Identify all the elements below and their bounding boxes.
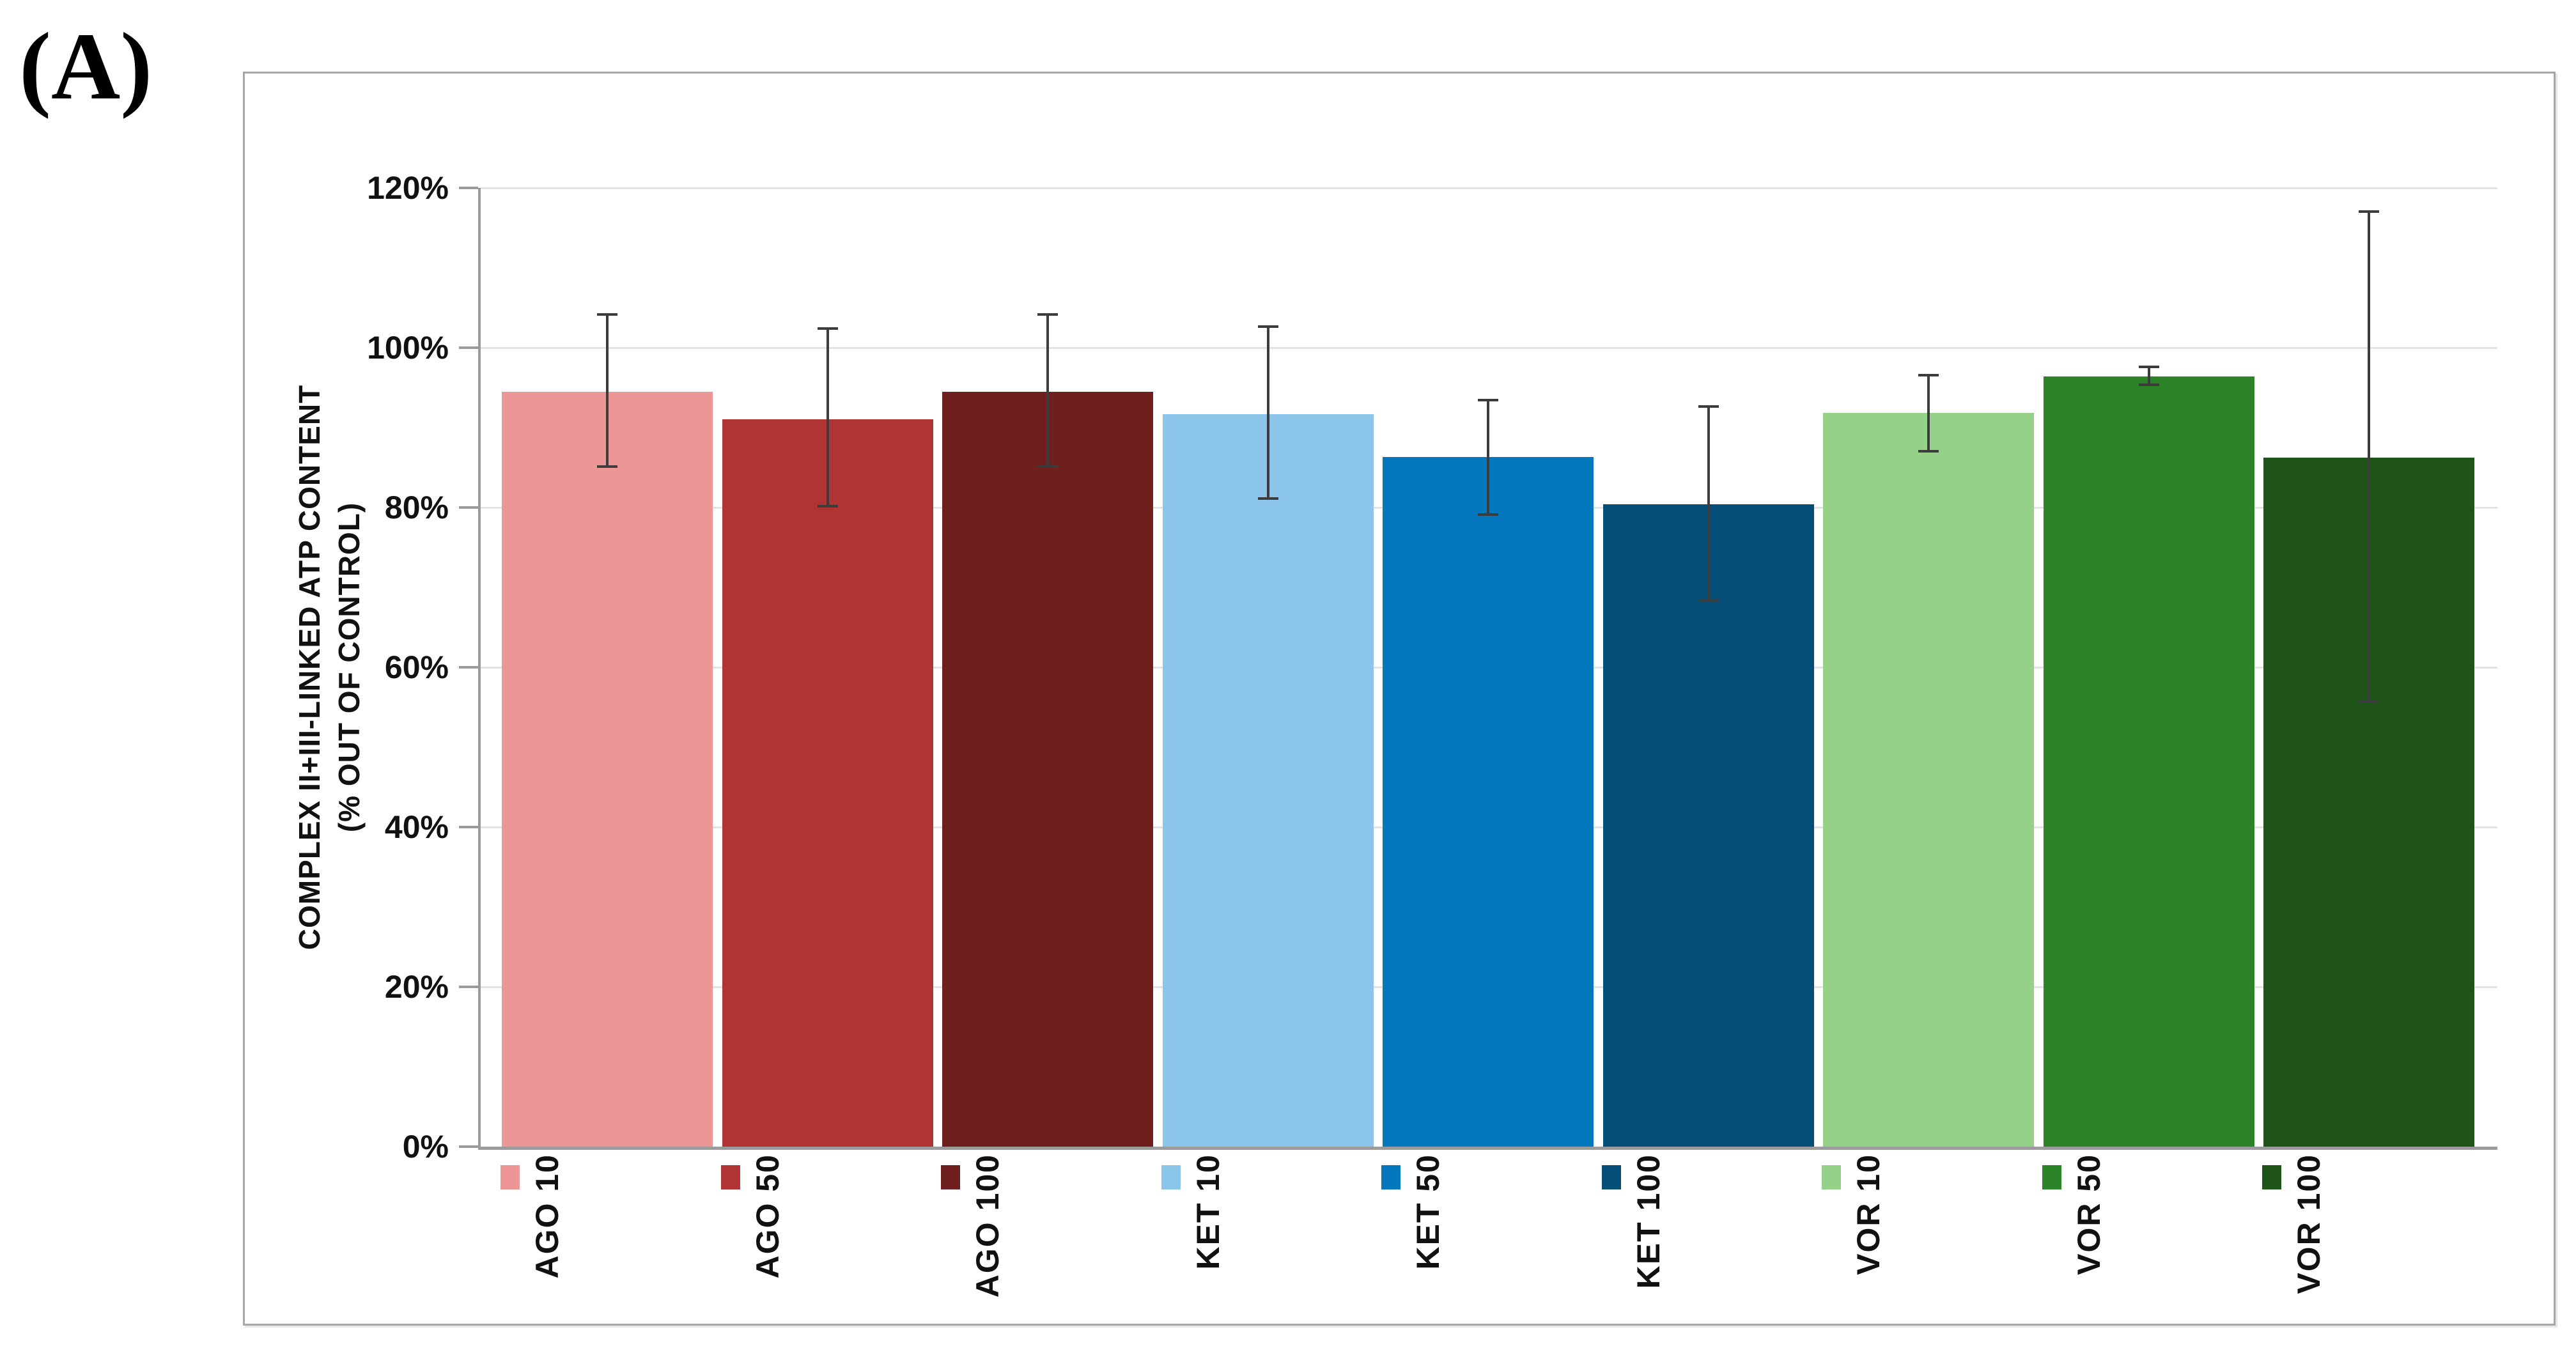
y-axis-tick	[459, 346, 478, 349]
error-cap-bottom-ket-100	[1698, 600, 1719, 602]
error-cap-top-ago-100	[1037, 313, 1058, 316]
error-cap-top-vor-100	[2359, 210, 2379, 213]
legend-swatch-ket-100	[1602, 1165, 1621, 1189]
y-axis-tick	[459, 826, 478, 828]
error-cap-top-ago-50	[818, 327, 838, 330]
error-bar-vor-100	[2368, 210, 2370, 703]
x-label-text-vor-100: VOR 100	[2291, 1154, 2327, 1294]
error-cap-top-ket-10	[1258, 325, 1278, 328]
error-cap-bottom-ket-10	[1258, 497, 1278, 500]
error-cap-bottom-vor-50	[2139, 383, 2159, 386]
bar-vor-10	[1823, 413, 2034, 1147]
x-label-item-ago-50: AGO 50	[720, 1150, 931, 1355]
y-axis-tick	[459, 986, 478, 988]
x-label-item-ket-10: KET 10	[1160, 1150, 1371, 1355]
chart-frame: COMPLEX II+III-LINKED ATP CONTENT (% OUT…	[243, 72, 2556, 1326]
legend-swatch-ago-50	[721, 1165, 740, 1189]
error-cap-bottom-vor-10	[1918, 450, 1939, 453]
y-axis-tick	[459, 666, 478, 669]
x-label-text-ket-100: KET 100	[1631, 1154, 1666, 1289]
error-bar-ket-10	[1267, 325, 1269, 500]
legend-swatch-ago-100	[941, 1165, 960, 1189]
x-label-text-vor-50: VOR 50	[2071, 1154, 2107, 1275]
error-bar-vor-50	[2148, 366, 2150, 386]
x-label-item-ket-50: KET 50	[1380, 1150, 1591, 1355]
legend-swatch-vor-50	[2042, 1165, 2061, 1189]
error-cap-bottom-ago-100	[1037, 465, 1058, 468]
bar-ket-100	[1603, 504, 1814, 1147]
error-bar-ago-10	[606, 313, 609, 468]
legend-swatch-vor-100	[2262, 1165, 2281, 1189]
x-axis-labels: AGO 10 AGO 50 AGO 100 KET 10 KET 50 KET 100 VO…	[478, 1150, 2495, 1355]
error-cap-top-vor-50	[2139, 366, 2159, 368]
y-axis-tick	[459, 187, 478, 189]
bar-ago-50	[722, 419, 933, 1147]
gridline-120	[481, 187, 2497, 189]
error-bar-ket-50	[1487, 399, 1489, 516]
x-label-text-vor-10: VOR 10	[1851, 1154, 1886, 1275]
bar-ket-50	[1383, 457, 1594, 1147]
x-label-text-ago-10: AGO 10	[529, 1154, 565, 1279]
legend-swatch-ket-10	[1161, 1165, 1181, 1189]
y-axis-tick	[459, 506, 478, 509]
x-label-item-ket-100: KET 100	[1601, 1150, 1812, 1355]
y-tick-label-80%: 80%	[384, 490, 449, 525]
error-bar-ago-50	[826, 327, 829, 507]
error-cap-top-vor-10	[1918, 374, 1939, 376]
x-label-text-ago-50: AGO 50	[750, 1154, 786, 1279]
x-label-text-ket-50: KET 50	[1410, 1154, 1446, 1270]
legend-swatch-ago-10	[500, 1165, 520, 1189]
y-tick-label-120%: 120%	[367, 170, 449, 206]
plot-area: 0% 20% 40% 60% 80% 100% 120%	[367, 170, 2497, 1165]
error-cap-bottom-ket-50	[1478, 513, 1498, 516]
x-label-item-ago-100: AGO 100	[940, 1150, 1151, 1355]
y-tick-label-20%: 20%	[384, 969, 449, 1005]
y-axis-tick	[459, 1145, 478, 1148]
x-label-text-ket-10: KET 10	[1190, 1154, 1226, 1270]
x-label-text-ago-100: AGO 100	[970, 1154, 1005, 1298]
x-label-item-vor-50: VOR 50	[2041, 1150, 2252, 1355]
error-cap-top-ket-50	[1478, 399, 1498, 401]
legend-swatch-ket-50	[1381, 1165, 1401, 1189]
legend-swatch-vor-10	[1822, 1165, 1841, 1189]
bar-ago-100	[942, 392, 1153, 1147]
error-bar-ket-100	[1707, 405, 1710, 602]
y-tick-label-60%: 60%	[384, 649, 449, 685]
error-cap-bottom-vor-100	[2359, 701, 2379, 703]
y-tick-label-100%: 100%	[367, 330, 449, 366]
error-cap-bottom-ago-50	[818, 505, 838, 507]
error-cap-top-ket-100	[1698, 405, 1719, 408]
error-cap-top-ago-10	[597, 313, 617, 316]
bar-ket-10	[1163, 414, 1374, 1147]
bar-vor-50	[2044, 376, 2254, 1147]
error-cap-bottom-ago-10	[597, 465, 617, 468]
bar-ago-10	[502, 392, 713, 1147]
x-label-item-vor-100: VOR 100	[2261, 1150, 2472, 1355]
y-tick-label-0%: 0%	[402, 1129, 449, 1165]
panel-label: (A)	[19, 13, 153, 120]
x-label-item-ago-10: AGO 10	[499, 1150, 710, 1355]
x-label-item-vor-10: VOR 10	[1820, 1150, 2031, 1355]
error-bar-ago-100	[1046, 313, 1049, 468]
y-tick-label-40%: 40%	[384, 809, 449, 845]
gridline-100	[481, 347, 2497, 349]
error-bar-vor-10	[1927, 374, 1930, 453]
